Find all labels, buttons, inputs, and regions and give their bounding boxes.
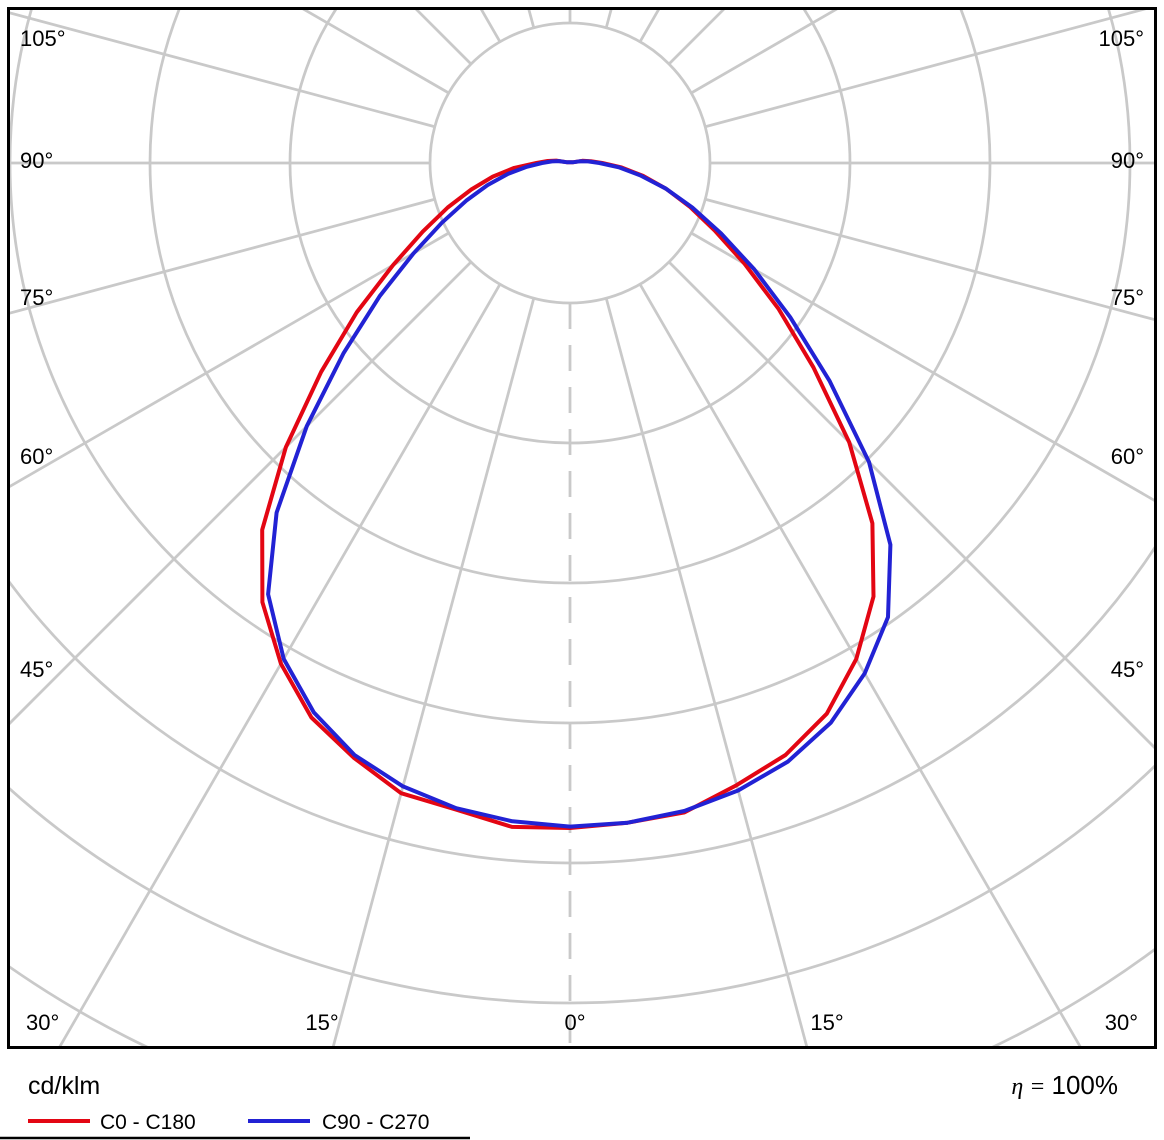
angle-label: 15° xyxy=(810,1010,843,1035)
legend-label-c90-c270: C90 - C270 xyxy=(322,1111,429,1134)
angle-label: 90° xyxy=(1111,148,1144,173)
grid-radial-line xyxy=(704,10,1147,129)
angle-labels: 105° 90° 75° 60° 45° 30° 105° 90° 75° 60° 45° 30° 15… xyxy=(20,26,1144,1035)
grid-radial-line xyxy=(704,197,1154,321)
eta-value: 100% xyxy=(1052,1070,1119,1100)
eta-symbol: η = xyxy=(1011,1074,1051,1100)
grid-radial-line xyxy=(668,261,1154,749)
angle-label: 0° xyxy=(564,1010,585,1035)
grid-radial-line xyxy=(690,231,1154,502)
angle-label: 30° xyxy=(26,1010,59,1035)
legend-item: C0 - C180 xyxy=(28,1111,196,1134)
intensity-curves xyxy=(260,158,893,830)
angle-label: 15° xyxy=(305,1010,338,1035)
series-curve-c90-c270 xyxy=(266,159,893,829)
angle-label: 60° xyxy=(1111,444,1144,469)
angle-label: 105° xyxy=(20,26,66,51)
angle-label: 75° xyxy=(1111,285,1144,310)
plot-border xyxy=(7,7,1157,1049)
legend-label-c0-c180: C0 - C180 xyxy=(100,1111,196,1134)
angle-label: 45° xyxy=(1111,657,1144,682)
angle-label: 60° xyxy=(20,444,53,469)
grid-radial-line xyxy=(10,261,472,725)
grid-radial-line xyxy=(10,11,436,129)
angle-label: 105° xyxy=(1098,26,1144,51)
grid-radial-line xyxy=(10,231,450,488)
legend: C0 - C180 C90 - C270 xyxy=(28,1111,429,1134)
plot-background xyxy=(8,8,1156,1048)
grid-radial-line xyxy=(604,297,809,1046)
angle-label: 30° xyxy=(1105,1010,1138,1035)
angle-label: 45° xyxy=(20,657,53,682)
grid-radial-line xyxy=(58,283,502,1046)
angle-label: 90° xyxy=(20,148,53,173)
grid-radial-line xyxy=(10,197,436,315)
grid-radial-line xyxy=(331,297,536,1046)
grid-ring xyxy=(10,764,1154,1005)
radial-unit-label: cd/klm xyxy=(28,1072,100,1100)
angle-label: 75° xyxy=(20,285,53,310)
grid-radial-line xyxy=(638,283,1082,1046)
efficiency-label: η = 100% xyxy=(1011,1070,1118,1100)
legend-item: C90 - C270 xyxy=(248,1111,429,1134)
